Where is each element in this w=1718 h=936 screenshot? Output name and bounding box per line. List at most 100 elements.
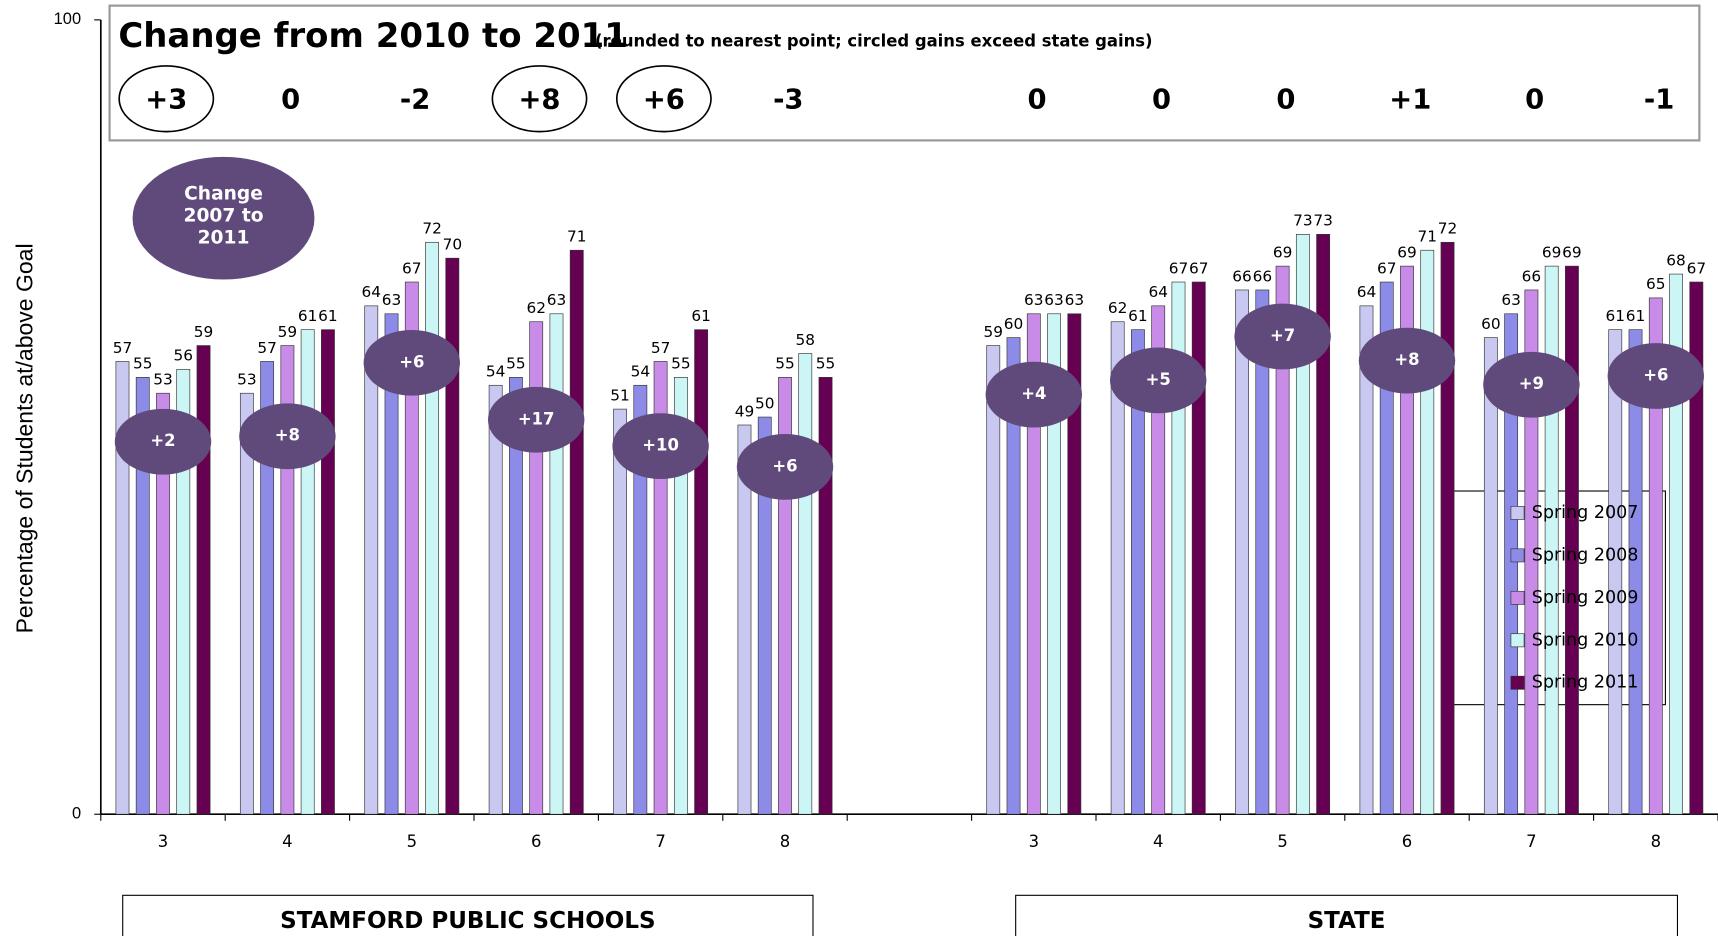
bar <box>1608 329 1623 815</box>
legend-swatch <box>1510 506 1525 520</box>
x-tick-label: 5 <box>407 832 417 851</box>
bar <box>986 345 1001 815</box>
bar <box>300 329 315 815</box>
value-label: 49 <box>735 402 755 420</box>
x-tick-label: 6 <box>1402 832 1412 851</box>
group-label: STATE <box>1308 908 1386 934</box>
bar <box>115 361 130 815</box>
value-label: 61 <box>1626 307 1646 325</box>
bar <box>673 377 688 815</box>
value-label: 59 <box>278 323 298 341</box>
value-label: 69 <box>1397 243 1417 261</box>
change-bubble <box>612 413 709 479</box>
change-2010-2011: 0 <box>281 84 300 115</box>
value-label: 59 <box>984 323 1004 341</box>
change-bubble <box>114 408 212 475</box>
value-label: 51 <box>610 386 630 404</box>
change-bubble <box>736 434 834 500</box>
chart-subtitle: (rounded to nearest point; circled gains… <box>595 31 1153 50</box>
group-box <box>1015 894 1679 936</box>
change-2010-2011: 0 <box>1276 84 1295 115</box>
bar <box>196 345 211 815</box>
value-label: 61 <box>298 307 318 325</box>
legend-label: Spring 2011 <box>1532 673 1639 693</box>
value-label: 55 <box>506 355 526 373</box>
value-label: 63 <box>1024 291 1044 309</box>
bar <box>1483 337 1498 815</box>
legend-label: Spring 2009 <box>1532 588 1639 608</box>
change-legend-label: Change 2007 to 2011 <box>183 183 264 249</box>
value-label: 67 <box>1189 259 1209 277</box>
change-2007-2011: +8 <box>275 426 300 445</box>
change-legend-label-box: Change 2007 to 2011 <box>183 183 264 249</box>
value-label: 55 <box>816 355 836 373</box>
legend-label: Spring 2008 <box>1532 545 1639 565</box>
value-label: 60 <box>1481 315 1501 333</box>
value-label: 50 <box>755 394 775 412</box>
bar <box>633 384 648 815</box>
bar <box>1110 321 1125 815</box>
bar <box>1648 297 1663 815</box>
value-label: 66 <box>1232 267 1252 285</box>
value-label: 63 <box>1501 291 1521 309</box>
change-2010-2011: -3 <box>773 84 803 115</box>
y-tick-label: 0 <box>72 805 81 823</box>
x-tick-label: 5 <box>1277 832 1287 851</box>
change-2007-2011: +17 <box>518 409 555 428</box>
change-bubble <box>363 329 461 396</box>
circle-marker <box>491 65 588 133</box>
bar <box>321 329 335 815</box>
bar <box>260 361 275 815</box>
value-label: 53 <box>153 371 173 389</box>
value-label: 61 <box>691 307 711 325</box>
value-label: 63 <box>382 291 402 309</box>
bar <box>488 384 503 815</box>
change-bubble <box>487 386 585 453</box>
bar <box>1628 329 1643 815</box>
bar <box>445 257 460 815</box>
change-bubble <box>1109 347 1207 414</box>
value-label: 60 <box>1004 315 1024 333</box>
change-2010-2011: +3 <box>145 84 187 115</box>
circle-marker <box>118 65 215 133</box>
value-label: 56 <box>174 347 194 365</box>
bar <box>1295 234 1310 815</box>
change-2010-2011: +1 <box>1389 84 1431 115</box>
bar <box>239 392 254 815</box>
legend-label: Spring 2010 <box>1532 630 1639 650</box>
value-label: 63 <box>547 291 567 309</box>
bar <box>818 377 833 815</box>
value-label: 63 <box>1044 291 1064 309</box>
bar <box>156 392 170 815</box>
bar <box>613 408 627 815</box>
bar <box>569 249 584 815</box>
value-label: 61 <box>318 307 338 325</box>
value-label: 55 <box>133 355 153 373</box>
change-2007-2011: +6 <box>772 456 797 475</box>
bar <box>1006 337 1021 815</box>
change-2010-2011: -2 <box>400 84 430 115</box>
bar <box>1669 273 1683 815</box>
value-label: 69 <box>1542 243 1562 261</box>
bar <box>1400 265 1414 815</box>
bar <box>1067 313 1082 815</box>
value-label: 73 <box>1293 212 1313 230</box>
value-label: 65 <box>1646 275 1666 293</box>
value-label: 54 <box>631 363 651 381</box>
value-label: 64 <box>362 283 382 301</box>
bar <box>798 353 813 815</box>
change-2010-2011: 0 <box>1152 84 1171 115</box>
bar <box>1047 313 1061 815</box>
value-label: 64 <box>1357 283 1377 301</box>
change-legend-bubble <box>132 156 315 280</box>
x-tick-label: 3 <box>158 832 168 851</box>
change-box <box>108 4 1701 142</box>
bar <box>1524 289 1539 815</box>
bar <box>425 241 439 815</box>
value-label: 67 <box>1687 259 1707 277</box>
value-label: 71 <box>567 228 587 246</box>
legend-swatch <box>1510 675 1525 690</box>
x-tick-label: 8 <box>1651 832 1661 851</box>
bar <box>509 377 523 815</box>
bar <box>176 369 191 815</box>
